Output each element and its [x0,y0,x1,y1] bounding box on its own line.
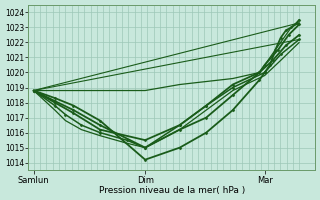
X-axis label: Pression niveau de la mer( hPa ): Pression niveau de la mer( hPa ) [99,186,245,195]
